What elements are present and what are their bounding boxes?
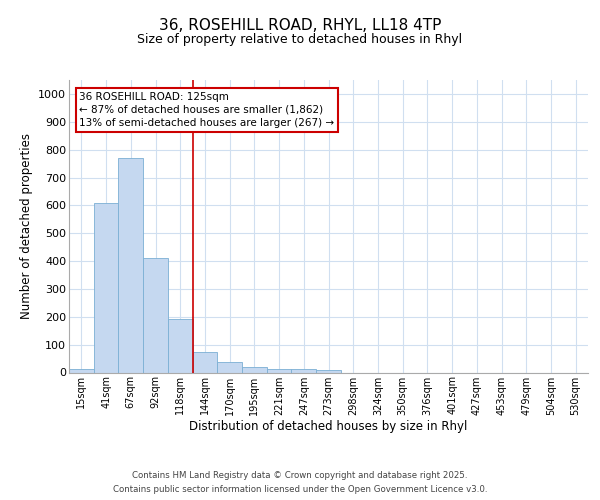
Text: 36, ROSEHILL ROAD, RHYL, LL18 4TP: 36, ROSEHILL ROAD, RHYL, LL18 4TP [159,18,441,32]
Bar [193,352,217,372]
Bar [292,369,316,372]
Bar [242,368,267,372]
Bar [267,369,292,372]
Text: Contains HM Land Registry data © Crown copyright and database right 2025.: Contains HM Land Registry data © Crown c… [132,472,468,480]
Bar [143,258,168,372]
Bar [168,318,193,372]
Y-axis label: Number of detached properties: Number of detached properties [20,133,32,320]
Bar [118,158,143,372]
Bar [217,362,242,372]
Bar [94,204,118,372]
Bar [69,369,94,372]
X-axis label: Distribution of detached houses by size in Rhyl: Distribution of detached houses by size … [190,420,467,433]
Text: Contains public sector information licensed under the Open Government Licence v3: Contains public sector information licen… [113,484,487,494]
Bar [316,370,341,372]
Text: Size of property relative to detached houses in Rhyl: Size of property relative to detached ho… [137,32,463,46]
Text: 36 ROSEHILL ROAD: 125sqm
← 87% of detached houses are smaller (1,862)
13% of sem: 36 ROSEHILL ROAD: 125sqm ← 87% of detach… [79,92,335,128]
